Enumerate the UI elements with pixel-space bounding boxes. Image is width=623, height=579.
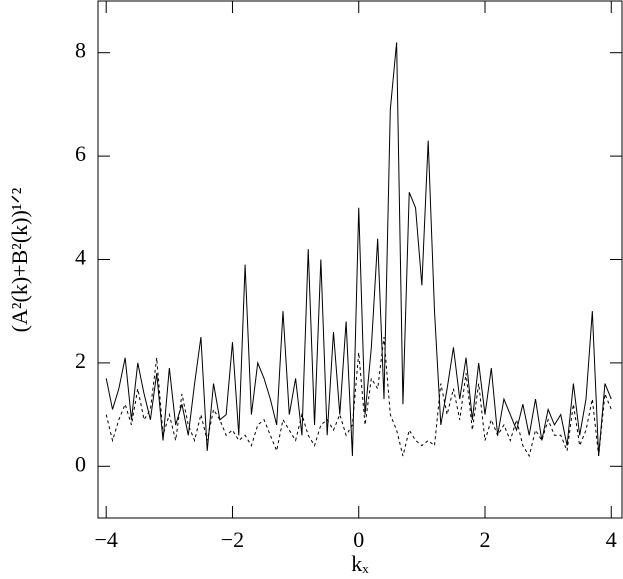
y-tick-label: 8 xyxy=(75,38,86,63)
x-tick-label: −4 xyxy=(94,527,117,552)
y-tick-label: 2 xyxy=(75,348,86,373)
y-tick-label: 4 xyxy=(75,245,86,270)
x-tick-label: 0 xyxy=(353,527,364,552)
y-tick-label: 6 xyxy=(75,141,86,166)
y-axis-label: (A²(k)+B²(k))¹ᐟ² xyxy=(7,187,32,332)
data-line xyxy=(105,42,612,457)
data-line xyxy=(105,336,612,458)
x-axis-label: kₓ xyxy=(351,551,369,576)
x-tick-label: 4 xyxy=(606,527,617,552)
x-tick-label: 2 xyxy=(480,527,491,552)
y-tick-label: 0 xyxy=(75,451,86,476)
x-tick-label: −2 xyxy=(221,527,244,552)
